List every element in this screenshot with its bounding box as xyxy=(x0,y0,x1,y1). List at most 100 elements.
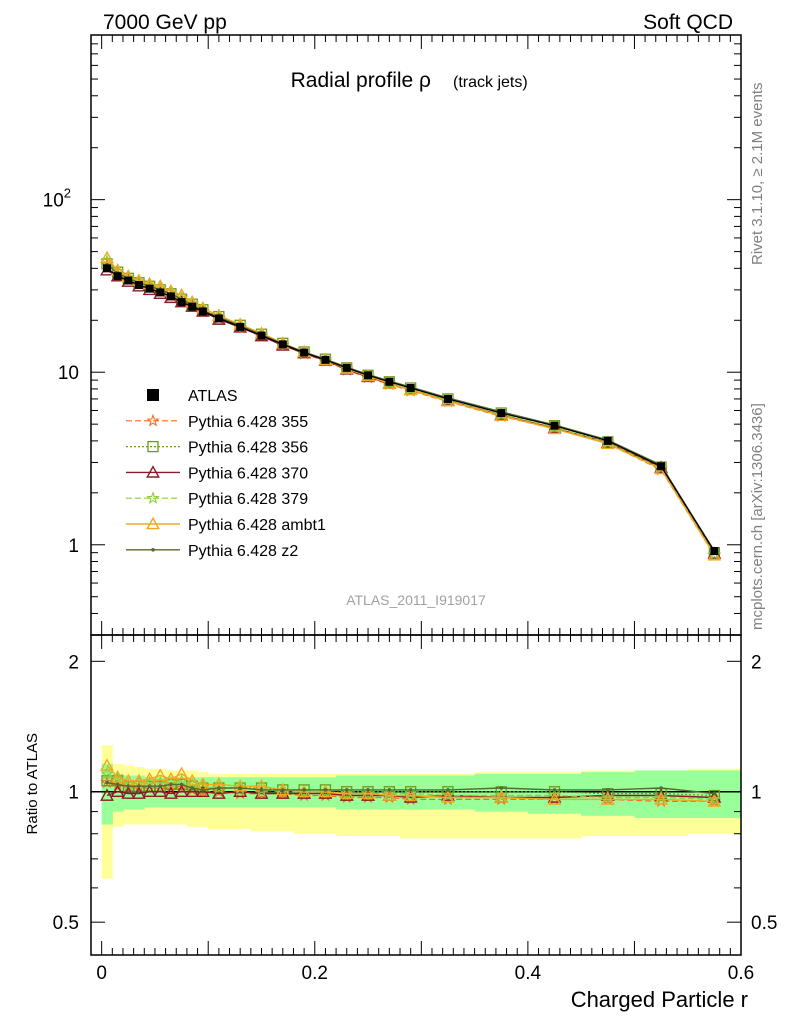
legend-label: Pythia 6.428 ambt1 xyxy=(188,517,326,534)
legend-label: Pythia 6.428 z2 xyxy=(188,543,298,560)
y-tick-label: 1 xyxy=(68,536,79,557)
series-atlas xyxy=(102,264,719,556)
data-point xyxy=(364,371,373,380)
legend-marker xyxy=(146,491,160,504)
x-tick-label: 0.2 xyxy=(302,963,328,984)
ratio-series-line xyxy=(106,773,715,800)
uncertainty-band-inner xyxy=(112,773,124,812)
ratio-point xyxy=(137,784,141,788)
ratio-point xyxy=(142,784,157,798)
legend-label: ATLAS xyxy=(188,388,238,405)
ratio-point xyxy=(318,784,333,798)
data-point xyxy=(134,281,143,290)
data-point xyxy=(385,377,394,386)
ratio-point xyxy=(275,786,290,799)
ratio-point xyxy=(174,766,189,780)
ratio-point xyxy=(600,792,615,805)
ratio-point xyxy=(164,782,178,796)
ratio-point xyxy=(238,786,242,790)
main-subtitle: (track jets) xyxy=(453,74,528,91)
legend-marker xyxy=(147,440,159,453)
legend-label: Pythia 6.428 355 xyxy=(188,414,308,431)
data-point xyxy=(102,264,111,273)
legend-entry: Pythia 6.428 356 xyxy=(126,440,308,457)
energy-label: 7000 GeV pp xyxy=(103,11,227,34)
ratio-point xyxy=(153,768,168,781)
ratio-point xyxy=(297,784,312,798)
ratio-point xyxy=(110,770,125,783)
y-tick-label: 102 xyxy=(43,186,71,212)
ratio-point xyxy=(281,788,285,792)
data-point xyxy=(198,307,207,316)
ratio-point xyxy=(211,786,226,799)
ratio-point xyxy=(552,788,557,792)
ratio-point xyxy=(339,786,354,800)
data-point xyxy=(156,288,165,297)
ratio-point xyxy=(254,786,269,800)
data-point xyxy=(124,276,133,285)
ratio-point xyxy=(100,766,114,780)
ratio-point xyxy=(654,792,669,805)
ratio-point xyxy=(110,784,125,798)
series-line xyxy=(106,257,715,556)
ratio-point xyxy=(494,790,509,803)
data-point xyxy=(443,394,452,403)
ratio-point xyxy=(132,786,146,799)
watermark: ATLAS_2011_I919017 xyxy=(346,592,486,608)
data-point xyxy=(113,272,122,281)
ratio-y-tick-label: 2 xyxy=(68,652,79,673)
data-point xyxy=(497,409,506,418)
main-panel: 1 10 102 Radial profile ρ (track jets) ATL… xyxy=(43,34,742,636)
legend-marker xyxy=(151,548,155,552)
data-point xyxy=(406,384,415,393)
data-point xyxy=(278,340,287,349)
ratio-point xyxy=(233,778,248,792)
ratio-point xyxy=(100,775,114,789)
legend: ATLAS Pythia 6.428 355 Pythia 6.428 356 Pyt… xyxy=(126,388,326,560)
ratio-point xyxy=(169,782,173,787)
ratio-point xyxy=(259,788,264,792)
data-point xyxy=(710,547,719,556)
data-point xyxy=(321,355,330,364)
ratio-point xyxy=(659,786,663,790)
data-point xyxy=(214,314,223,323)
ratio-point xyxy=(547,788,562,802)
ratio-point xyxy=(185,784,200,798)
data-point xyxy=(166,292,175,301)
data-point xyxy=(236,322,245,331)
ratio-point xyxy=(163,786,178,799)
ratio-point xyxy=(147,784,152,788)
ratio-point xyxy=(179,782,184,787)
ratio-point xyxy=(174,784,189,798)
ratio-y-tick-label-right: 1 xyxy=(751,783,762,804)
ratio-point xyxy=(548,786,561,798)
ratio-point xyxy=(115,782,120,787)
y-tick-exponent: 2 xyxy=(64,186,71,201)
x-tick-label: 0.6 xyxy=(728,963,754,984)
data-point xyxy=(550,421,559,430)
data-point xyxy=(300,348,309,357)
ratio-point xyxy=(403,788,418,801)
ratio-point xyxy=(446,788,450,792)
legend-entry: ATLAS xyxy=(147,388,238,405)
data-point xyxy=(342,363,351,372)
ratio-point xyxy=(100,788,114,801)
data-point xyxy=(657,462,666,471)
data-point xyxy=(188,302,197,311)
data-point xyxy=(257,331,266,340)
legend-label: Pythia 6.428 370 xyxy=(188,465,308,482)
ratio-point xyxy=(217,786,221,790)
ratio-point xyxy=(142,771,157,785)
ratio-point xyxy=(100,758,114,771)
ratio-point xyxy=(707,792,722,806)
ratio-point xyxy=(499,786,504,790)
ratio-point xyxy=(441,790,455,803)
y-tick-label: 10 xyxy=(58,363,79,384)
x-tick-label: 0.4 xyxy=(515,963,542,984)
legend-entry: Pythia 6.428 z2 xyxy=(126,543,298,560)
series-line xyxy=(106,264,715,553)
ratio-point xyxy=(712,791,717,796)
ratio-point xyxy=(547,792,562,805)
ratio-panel: 0.5 0.5 1 1 2 2 0 0.2 0.4 0.6 Ratio to ATLAS Char… xyxy=(24,634,777,1012)
